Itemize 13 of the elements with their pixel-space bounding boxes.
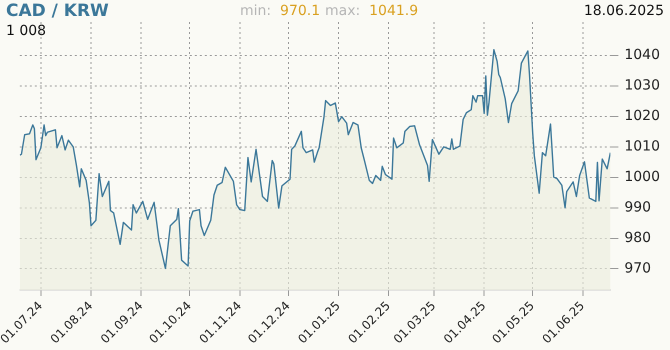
- y-tick-label: 1030: [624, 78, 660, 94]
- text: min: 970.1: [240, 3, 320, 19]
- y-tick-label: 1010: [624, 138, 660, 155]
- y-tick-label: 970: [624, 260, 652, 276]
- chart-title: CAD / KRW: [6, 1, 109, 21]
- text: 18.06.2025: [584, 3, 664, 19]
- text: max: 1041.9: [325, 3, 418, 19]
- y-tick-label: 1000: [624, 168, 660, 185]
- y-tick-label: 980: [624, 230, 652, 246]
- y-tick-label: 1020: [624, 108, 660, 124]
- y-tick-label: 990: [624, 199, 652, 216]
- y-tick-label: 1040: [624, 47, 660, 64]
- annotation: 1 008: [6, 23, 46, 39]
